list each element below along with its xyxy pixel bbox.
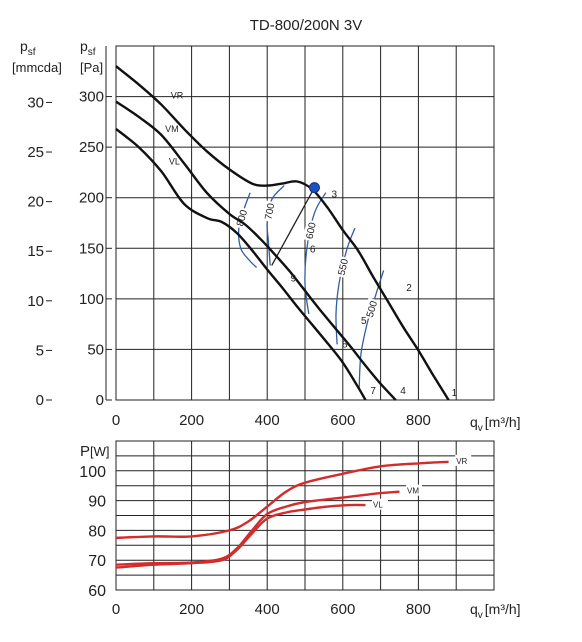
power-curve-vl (115, 503, 366, 569)
x-tick-label: 200 (179, 412, 204, 429)
power-chart: 0 200 400 600 800 60 70 80 90 100 P[W] qv [m³/h] VR VM… (79, 440, 521, 621)
system-curve (271, 187, 316, 266)
y-tick-label-pa: 0 (96, 392, 104, 409)
iso-curve-550 (335, 227, 356, 345)
power-curve-label-vr: VR (456, 457, 467, 466)
iso-curve-800 (237, 192, 258, 268)
operating-point-number: 1 (452, 388, 458, 399)
x-axis-label: qv [m³/h] (470, 601, 521, 621)
y-tick-label-pa: 300 (79, 89, 104, 106)
operating-point-number: 4 (400, 386, 406, 397)
fan-curve-vr (115, 65, 450, 401)
x-tick-label: 0 (112, 601, 120, 618)
operating-point-number: 5 (361, 316, 367, 327)
y-tick-label-pa: 150 (79, 240, 104, 257)
y-tick-label: 70 (88, 553, 106, 570)
operating-point-number: 7 (370, 386, 376, 397)
iso-curve-label: 800 (235, 208, 250, 227)
y-tick-label-pa: 50 (87, 341, 104, 358)
iso-curve-label: 700 (263, 202, 277, 221)
iso-curve-label: 500 (365, 299, 380, 319)
iso-label-bg (334, 255, 351, 279)
plot-frame (115, 45, 495, 401)
iso-curve-label: 550 (337, 257, 352, 276)
y-tick-label: 90 (88, 494, 106, 511)
operating-point-number: 6 (310, 244, 316, 255)
chart-title: TD-800/200N 3V (250, 17, 363, 34)
y-tick-label-pa: 250 (79, 139, 104, 156)
x-tick-label: 0 (112, 412, 120, 429)
power-label-bg (406, 484, 423, 496)
power-curve-vr (115, 460, 449, 540)
y-tick-label: 60 (88, 583, 106, 600)
y-axis-unit-mmcda: [mmcda] (12, 60, 62, 75)
y-tick-label-mmcda: 10 (27, 293, 44, 310)
fan-curve-vm (115, 100, 397, 401)
x-tick-label: 800 (406, 601, 431, 618)
y-tick-label-pa: 200 (79, 190, 104, 207)
y-tick-label-mmcda: 0 (36, 392, 44, 409)
iso-curve-label: 600 (305, 221, 319, 240)
plot-frame (115, 440, 495, 591)
pressure-chart: 0 200 400 600 800050100150200250300051015202… (12, 38, 521, 434)
y-tick-label-mmcda: 20 (27, 194, 44, 211)
fan-curve-label-vm: VM (165, 124, 179, 134)
x-tick-label: 600 (330, 601, 355, 618)
y-tick-label: 100 (79, 464, 106, 481)
x-tick-label: 200 (179, 601, 204, 618)
power-curve-label-vl: VL (373, 501, 383, 510)
power-label-bg (455, 454, 472, 466)
y-tick-label-mmcda: 15 (27, 243, 44, 260)
iso-label-bg (362, 297, 381, 321)
y-tick-label-pa: 100 (79, 291, 104, 308)
operating-point-number: 2 (406, 283, 412, 294)
fan-curve-vl (115, 127, 367, 401)
fan-curve-label-vl: VL (169, 156, 180, 166)
x-tick-label: 400 (255, 412, 280, 429)
x-axis-label: qv [m³/h] (470, 414, 521, 434)
power-label-bg (372, 498, 389, 510)
fan-curve-label-vr: VR (171, 91, 184, 101)
iso-curve-600 (304, 192, 327, 315)
y-axis-label-mmcda: psf (20, 38, 36, 58)
iso-label-bg (302, 219, 319, 242)
x-tick-label: 400 (255, 601, 280, 618)
y-tick-label-mmcda: 30 (27, 94, 44, 111)
x-tick-label: 600 (330, 412, 355, 429)
operating-point-number: 8 (342, 339, 348, 350)
operating-point-number: 3 (331, 190, 337, 201)
x-tick-label: 800 (406, 412, 431, 429)
power-curve-label-vm: VM (407, 487, 419, 496)
y-tick-label: 80 (88, 523, 106, 540)
iso-label-bg (233, 206, 251, 230)
iso-label-bg (261, 200, 278, 223)
y-axis-label-power: P[W] (80, 443, 110, 460)
operating-point-number: 9 (291, 274, 297, 285)
y-axis-label-pa: psf (80, 38, 96, 58)
operating-point-marker (308, 182, 320, 194)
y-tick-label-mmcda: 25 (27, 144, 44, 161)
y-axis-unit-pa: [Pa] (80, 60, 103, 75)
y-tick-label-mmcda: 5 (36, 342, 44, 359)
